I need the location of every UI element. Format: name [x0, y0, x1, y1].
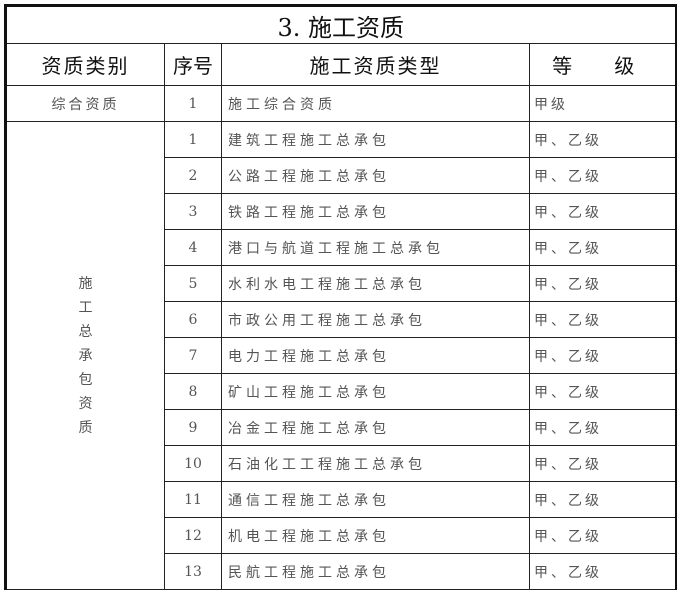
- row-type: 民航工程施工总承包: [221, 553, 530, 590]
- row-no: 3: [164, 193, 222, 230]
- row-grade: 甲、乙级: [528, 229, 677, 266]
- header-no: 序号: [164, 43, 222, 86]
- row-type: 建筑工程施工总承包: [221, 121, 530, 158]
- row-grade: 甲、乙级: [528, 553, 677, 590]
- table-title: 3. 施工资质: [4, 5, 677, 44]
- table-row: 6 市政公用工程施工总承包 甲、乙级: [6, 301, 677, 338]
- row-no: 5: [164, 265, 222, 302]
- row-no: 6: [164, 301, 222, 338]
- category-comprehensive: 综合资质: [5, 85, 165, 122]
- table-row: 3 铁路工程施工总承包 甲、乙级: [6, 193, 677, 230]
- table-row: 5 水利水电工程施工总承包 甲、乙级: [6, 265, 677, 302]
- header-grade: 等 级: [528, 43, 677, 86]
- table-row: 综合资质 1 施工综合资质 甲级: [5, 85, 677, 122]
- row-type: 市政公用工程施工总承包: [221, 301, 530, 338]
- row-no: 12: [164, 517, 222, 554]
- table-row: 2 公路工程施工总承包 甲、乙级: [6, 157, 677, 194]
- category-char: 总: [78, 323, 93, 340]
- row-type: 铁路工程施工总承包: [221, 193, 530, 230]
- table-row: 9 冶金工程施工总承包 甲、乙级: [6, 409, 677, 446]
- table-row: 施工总承包资质 1 建筑工程施工总承包 甲、乙级: [5, 121, 677, 590]
- table-row: 8 矿山工程施工总承包 甲、乙级: [6, 373, 677, 410]
- row-no: 11: [164, 481, 222, 518]
- row-grade: 甲、乙级: [528, 265, 677, 302]
- row-grade: 甲级: [528, 85, 677, 122]
- row-no: 7: [164, 337, 222, 374]
- row-type: 矿山工程施工总承包: [221, 373, 530, 410]
- row-type: 石油化工工程施工总承包: [221, 445, 530, 482]
- row-grade: 甲、乙级: [528, 121, 677, 158]
- row-no: 13: [164, 553, 222, 590]
- header-category: 资质类别: [5, 43, 165, 86]
- row-grade: 甲、乙级: [528, 193, 677, 230]
- row-grade: 甲、乙级: [528, 373, 677, 410]
- category-char: 资: [78, 395, 93, 412]
- row-type: 电力工程施工总承包: [221, 337, 530, 374]
- row-no: 1: [164, 85, 222, 122]
- header-type: 施工资质类型: [221, 43, 530, 86]
- category-char: 包: [78, 371, 93, 388]
- category-char: 质: [78, 419, 93, 436]
- row-no: 4: [164, 229, 222, 266]
- row-no: 10: [164, 445, 222, 482]
- row-no: 9: [164, 409, 222, 446]
- row-type: 冶金工程施工总承包: [221, 409, 530, 446]
- row-grade: 甲、乙级: [528, 301, 677, 338]
- header-row: 资质类别 序号 施工资质类型 等 级: [5, 43, 677, 86]
- row-type: 公路工程施工总承包: [221, 157, 530, 194]
- qualification-table: 3. 施工资质 资质类别 序号 施工资质类型 等 级 综合资质 1 施工综合资质…: [4, 4, 677, 590]
- row-type: 港口与航道工程施工总承包: [221, 229, 530, 266]
- row-grade: 甲、乙级: [528, 481, 677, 518]
- row-no: 2: [164, 157, 222, 194]
- category-char: 工: [78, 299, 93, 316]
- category-char: 承: [78, 347, 93, 364]
- table-title-row: 3. 施工资质: [4, 5, 677, 44]
- row-grade: 甲、乙级: [528, 517, 677, 554]
- row-grade: 甲、乙级: [528, 337, 677, 374]
- category-char: 施: [78, 275, 93, 292]
- row-grade: 甲、乙级: [528, 409, 677, 446]
- table-row: 13 民航工程施工总承包 甲、乙级: [6, 553, 677, 590]
- row-type: 施工综合资质: [221, 85, 530, 122]
- table-row: 11 通信工程施工总承包 甲、乙级: [6, 481, 677, 518]
- row-no: 1: [164, 121, 222, 158]
- row-type: 水利水电工程施工总承包: [221, 265, 530, 302]
- row-type: 通信工程施工总承包: [221, 481, 530, 518]
- row-type: 机电工程施工总承包: [221, 517, 530, 554]
- row-grade: 甲、乙级: [528, 445, 677, 482]
- table-row: 10 石油化工工程施工总承包 甲、乙级: [6, 445, 677, 482]
- row-no: 8: [164, 373, 222, 410]
- row-grade: 甲、乙级: [528, 157, 677, 194]
- category-general-contracting: 施工总承包资质: [5, 121, 165, 590]
